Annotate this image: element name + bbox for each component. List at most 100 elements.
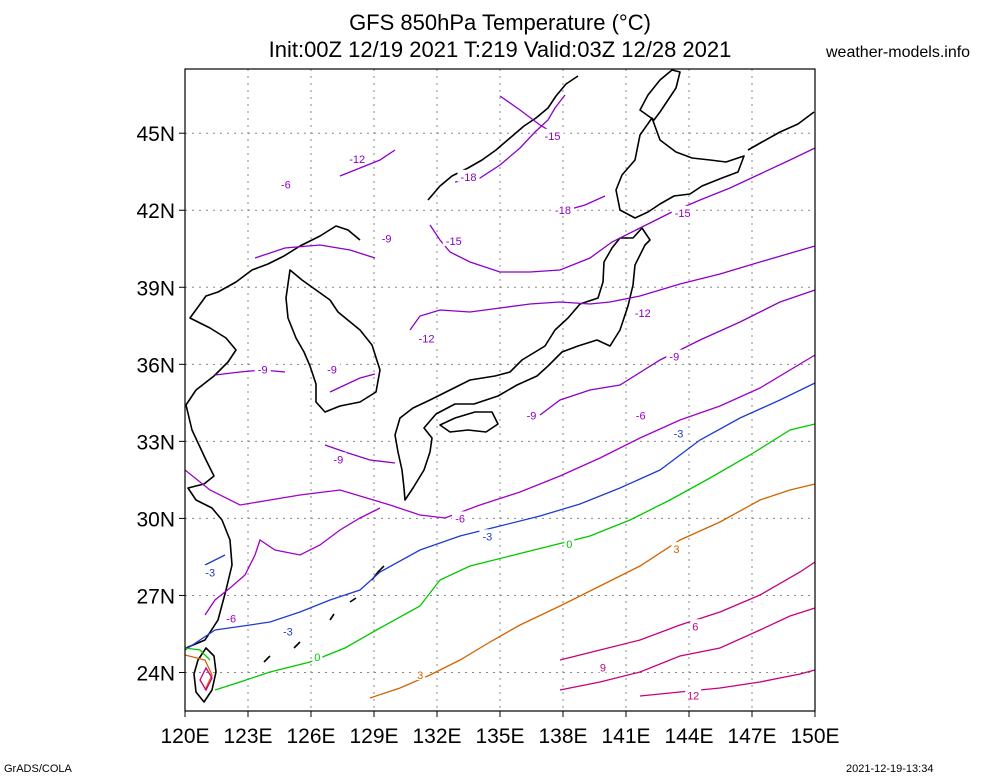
contour-label-bg bbox=[685, 688, 702, 701]
tick-label-lat: 39N bbox=[136, 277, 175, 300]
contour-label-bg bbox=[564, 537, 575, 550]
contour-label: -18 bbox=[461, 172, 477, 184]
coastline-shikoku bbox=[439, 411, 499, 433]
coastline-mainland bbox=[185, 225, 361, 406]
tick-label-lat: 45N bbox=[136, 123, 175, 146]
contour-minus-3 bbox=[184, 382, 816, 651]
contour-label-bg bbox=[277, 177, 294, 190]
coastline-eastchina bbox=[185, 404, 233, 649]
tick-label-lat: 33N bbox=[136, 431, 175, 454]
contour-label-bg bbox=[254, 362, 271, 375]
contour-label: -15 bbox=[545, 131, 561, 143]
contour-minus-18 bbox=[454, 94, 606, 213]
coastline-hokkaido bbox=[615, 117, 745, 219]
contour-label: 12 bbox=[687, 691, 699, 703]
contour-label-bg bbox=[346, 151, 369, 164]
chart-subtitle: Init:00Z 12/19 2021 T:219 Valid:03Z 12/2… bbox=[268, 37, 732, 62]
contour-label-bg bbox=[330, 452, 347, 465]
contour-label-bg bbox=[452, 511, 469, 524]
contour-label: -9 bbox=[327, 364, 337, 376]
contour-label-bg bbox=[666, 349, 683, 362]
contour-labels: -18 -18 -15 -15 -15 -12 -12 -12 -9 -9 -9 -9 -9 -9 -6 -6… bbox=[202, 128, 702, 703]
tick-label-lon: 120E bbox=[160, 725, 209, 748]
contour-label: 6 bbox=[692, 621, 698, 633]
contour-label-bg bbox=[312, 650, 323, 663]
contour-label: -6 bbox=[636, 411, 646, 423]
chart-title: GFS 850hPa Temperature (°C) bbox=[349, 10, 651, 35]
contour-label: -6 bbox=[455, 513, 465, 525]
tick-label-lon: 129E bbox=[349, 725, 398, 748]
coastline-taiwan bbox=[193, 647, 217, 703]
coastline-ryukyu bbox=[263, 565, 385, 663]
tick-label-lon: 144E bbox=[664, 725, 713, 748]
contour-label: -3 bbox=[483, 531, 493, 543]
contour-label-bg bbox=[552, 203, 574, 216]
contour-label-bg bbox=[597, 660, 608, 673]
contour-label: -15 bbox=[675, 208, 691, 220]
contour-label: -12 bbox=[419, 334, 435, 346]
contour-label-bg bbox=[671, 205, 694, 218]
footer-right-timestamp: 2021-12-19-13:34 bbox=[846, 763, 934, 775]
contour-label-bg bbox=[223, 611, 240, 624]
contour-label: -9 bbox=[669, 352, 679, 364]
coastline-honshu bbox=[394, 227, 651, 501]
tick-label-lat: 42N bbox=[136, 200, 175, 223]
contour-label-bg bbox=[415, 668, 426, 681]
contour-label-bg bbox=[442, 234, 465, 247]
map-gridlines bbox=[185, 69, 815, 711]
contour-label-bg bbox=[324, 362, 340, 375]
tick-label-lon: 150E bbox=[790, 725, 839, 748]
contour-minus-12 bbox=[339, 149, 816, 331]
contour-label: -15 bbox=[446, 236, 462, 248]
tick-label-lon: 123E bbox=[223, 725, 272, 748]
contour-label-bg bbox=[632, 408, 649, 421]
tick-label-lon: 141E bbox=[601, 725, 650, 748]
contour-label-bg bbox=[378, 231, 395, 244]
tick-label-lon: 132E bbox=[412, 725, 461, 748]
contour-label: -18 bbox=[555, 205, 571, 217]
tick-label-lon: 138E bbox=[538, 725, 587, 748]
contour-label: -12 bbox=[635, 308, 651, 320]
contour-label: 0 bbox=[314, 652, 320, 664]
contour-12 bbox=[199, 666, 816, 697]
contour-label: -9 bbox=[527, 411, 537, 423]
tick-label-lat: 36N bbox=[136, 354, 175, 377]
tick-label-lon: 135E bbox=[475, 725, 524, 748]
contour-label: -3 bbox=[205, 567, 215, 579]
contour-6 bbox=[559, 561, 816, 661]
contour-label-bg bbox=[279, 624, 296, 637]
contour-label: 0 bbox=[566, 539, 572, 551]
contour-0 bbox=[184, 423, 816, 691]
coastline-sakhalin bbox=[639, 69, 681, 121]
axis-ticks: 120E 123E 126E 129E 132E 135E 138E 141E 144E 147E… bbox=[136, 123, 839, 748]
tick-label-lat: 24N bbox=[136, 662, 175, 685]
contour-label-bg bbox=[670, 426, 687, 439]
contour-label-bg bbox=[671, 542, 682, 555]
contour-minus-9 bbox=[214, 244, 816, 464]
contour-label: 9 bbox=[600, 662, 606, 674]
contour-label: 3 bbox=[673, 544, 679, 556]
footer-left-label: GrADS/COLA bbox=[4, 763, 72, 775]
contour-minus-15 bbox=[429, 95, 816, 273]
coastlines bbox=[185, 69, 815, 703]
tick-label-lat: 27N bbox=[136, 585, 175, 608]
contour-label: -3 bbox=[283, 626, 293, 638]
contour-label: -9 bbox=[333, 454, 343, 466]
contour-9 bbox=[559, 607, 816, 691]
contour-label: -9 bbox=[382, 233, 392, 245]
coastline-russia bbox=[427, 75, 579, 201]
coastline-kurils bbox=[747, 111, 815, 151]
contour-label: -9 bbox=[258, 364, 268, 376]
contour-label-bg bbox=[690, 619, 701, 632]
contour-label: -3 bbox=[674, 429, 684, 441]
contour-label-bg bbox=[415, 331, 438, 344]
tick-label-lon: 147E bbox=[727, 725, 776, 748]
contour-3 bbox=[184, 483, 816, 699]
temperature-contours bbox=[184, 94, 816, 699]
contour-label-bg bbox=[479, 529, 496, 542]
contour-label: -6 bbox=[226, 614, 236, 626]
coastline-korea bbox=[285, 269, 381, 413]
contour-label: -12 bbox=[349, 154, 365, 166]
tick-label-lon: 126E bbox=[286, 725, 335, 748]
